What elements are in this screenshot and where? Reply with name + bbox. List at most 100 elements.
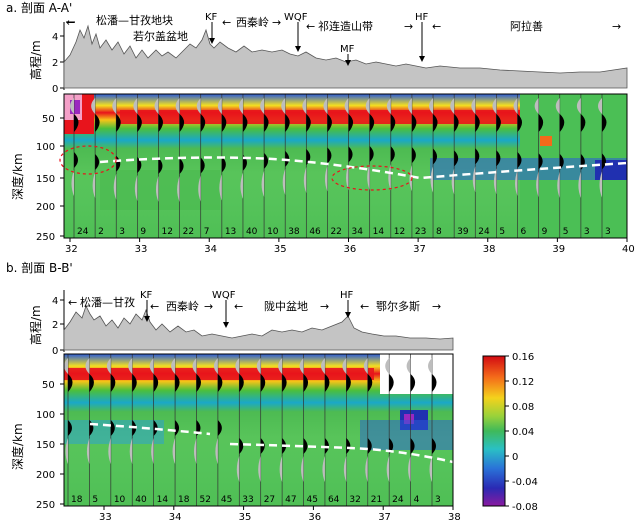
trace-peak — [475, 114, 480, 132]
fault-label: WQF — [284, 12, 308, 23]
trace-trough — [128, 358, 133, 374]
trace-peak — [411, 147, 416, 164]
trace-trough — [113, 173, 117, 200]
trace-trough — [151, 438, 154, 464]
trace-peak — [221, 156, 226, 173]
trace-peak — [175, 420, 180, 436]
trace-peak — [559, 153, 564, 170]
trace-peak — [89, 374, 94, 392]
trace-count: 46 — [309, 227, 321, 237]
trace-peak — [454, 150, 459, 167]
trace-peak — [179, 114, 185, 132]
trace-peak — [264, 114, 269, 132]
region-label: 西秦岭 — [166, 299, 199, 313]
trace-trough — [320, 358, 325, 374]
trace-peak — [389, 374, 394, 392]
depth-tick: 250 — [36, 500, 55, 511]
trace-trough — [282, 168, 286, 195]
x-tick-label: 38 — [448, 512, 461, 523]
colorbar: 0.16 0.12 0.08 0.04 0 -0.04 -0.08 — [482, 352, 538, 513]
svg-text:→: → — [404, 20, 413, 33]
trace-trough — [513, 98, 518, 114]
region-label: 松潘—甘孜 — [80, 295, 135, 309]
panel-b-topography — [63, 304, 454, 351]
trace-peak — [239, 438, 244, 454]
trace-trough — [149, 358, 154, 374]
panel-a-topography — [63, 24, 628, 89]
trace-count: 45 — [221, 495, 232, 505]
trace-count: 12 — [394, 227, 405, 237]
panel-b-counts: 18 5 10 40 14 18 52 45 33 27 47 45 64 32 21 24 4 3 — [71, 495, 441, 505]
trace-peak — [432, 374, 437, 392]
trace-trough — [281, 98, 286, 114]
trace-peak — [217, 374, 223, 392]
trace-trough — [344, 98, 349, 114]
depth-tick: 150 — [36, 174, 55, 185]
fault-label: KF — [140, 290, 153, 301]
trace-peak — [517, 151, 522, 168]
trace-trough — [303, 166, 307, 193]
trace-count: 5 — [92, 495, 98, 505]
panel-b-faults: KF WQF HF — [140, 290, 354, 328]
trace-count: 39 — [457, 227, 469, 237]
trace-peak — [74, 114, 79, 132]
trace-trough — [367, 164, 370, 191]
trace-count: 5 — [499, 227, 505, 237]
svg-text:→: → — [204, 300, 213, 313]
colorbar-tick-label: 0.16 — [512, 352, 534, 363]
trace-trough — [578, 171, 581, 198]
region-label: 松潘—甘孜地块 — [96, 13, 173, 27]
trace-trough — [86, 438, 90, 464]
svg-text:→: → — [272, 16, 281, 29]
trace-peak — [282, 374, 287, 392]
trace-trough — [106, 358, 111, 374]
trace-count: 10 — [267, 227, 279, 237]
trace-peak — [158, 157, 163, 174]
trace-count: 47 — [285, 495, 296, 505]
trace-peak — [517, 114, 523, 132]
trace-peak — [410, 374, 416, 392]
trace-peak — [200, 157, 205, 174]
trace-trough — [133, 98, 138, 114]
trace-peak — [285, 114, 290, 132]
colorbar-tick-label: -0.08 — [512, 502, 538, 513]
trace-trough — [155, 175, 159, 202]
elev-tick: 2 — [52, 320, 58, 331]
trace-peak — [95, 114, 100, 132]
trace-peak — [324, 374, 330, 392]
trace-trough — [471, 98, 476, 114]
trace-peak — [496, 150, 501, 167]
trace-trough — [515, 169, 518, 196]
trace-trough — [261, 170, 265, 197]
trace-count: 3 — [119, 227, 125, 237]
trace-trough — [91, 98, 96, 114]
trace-peak — [264, 152, 269, 169]
trace-peak — [433, 114, 438, 132]
x-tick-label: 38 — [483, 244, 496, 255]
trace-count: 10 — [114, 495, 126, 505]
trace-count: 6 — [521, 227, 527, 237]
trace-peak — [390, 146, 395, 163]
trace-peak — [137, 114, 142, 132]
region-label: 鄂尔多斯 — [376, 299, 420, 313]
panel-b-region-labels: ← 松潘—甘孜 ← 西秦岭 → ← 陇中盆地 → ← 鄂尔多斯 → — [68, 295, 441, 313]
trace-trough — [134, 175, 138, 202]
trace-count: 24 — [392, 495, 404, 505]
panel-a-depth-axis: 50 100 150 200 250 深度/km — [10, 93, 628, 243]
trace-trough — [536, 171, 539, 198]
trace-trough — [85, 358, 90, 374]
trace-count: 18 — [178, 495, 190, 505]
trace-trough — [450, 98, 455, 114]
trace-peak — [132, 374, 137, 392]
trace-count: 2 — [98, 227, 104, 237]
elev-tick: 4 — [52, 32, 58, 43]
trace-count: 7 — [204, 227, 210, 237]
elev-axis-label: 高程/m — [28, 305, 43, 345]
depth-tick: 200 — [36, 202, 55, 213]
trace-count: 21 — [371, 495, 382, 505]
panel-a-region-labels: ← 松潘—甘孜地块 若尔盖盆地 西秦岭 ← → 祁连造山带 ← → 阿拉善 ← … — [66, 13, 621, 43]
trace-trough — [388, 164, 391, 191]
trace-peak — [367, 374, 373, 392]
svg-text:←: ← — [306, 20, 315, 33]
